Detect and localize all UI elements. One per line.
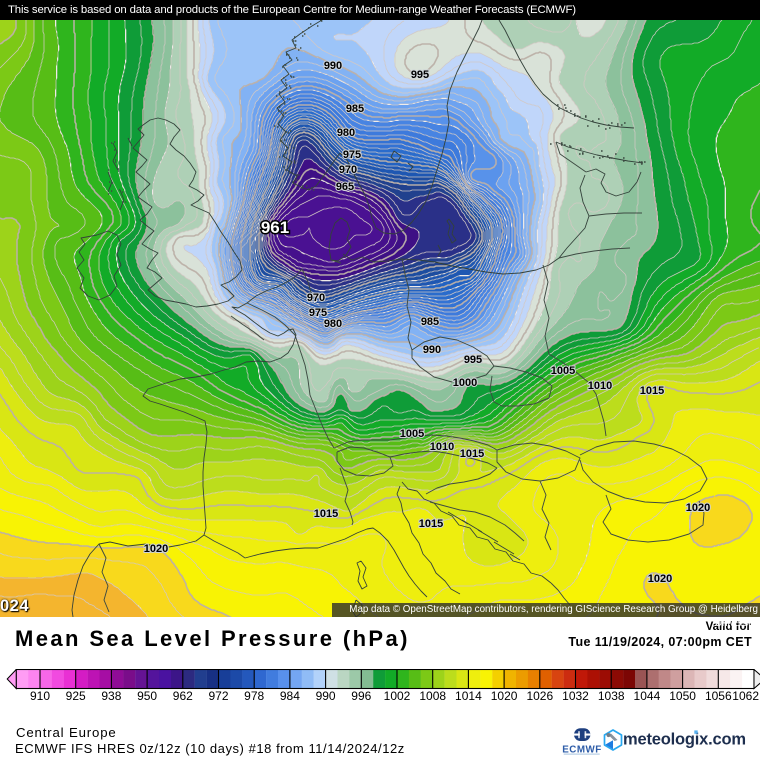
svg-text:996: 996 [351,689,371,703]
svg-text:910: 910 [30,689,50,703]
svg-text:1015: 1015 [640,385,664,397]
svg-text:980: 980 [324,318,342,330]
svg-text:1002: 1002 [384,689,411,703]
svg-text:1008: 1008 [419,689,446,703]
svg-text:990: 990 [316,689,336,703]
svg-text:980: 980 [337,127,355,139]
svg-text:1015: 1015 [419,518,443,530]
svg-text:938: 938 [101,689,121,703]
svg-text:950: 950 [137,689,157,703]
svg-text:1020: 1020 [491,689,518,703]
svg-text:972: 972 [208,689,228,703]
svg-text:1062: 1062 [732,689,759,703]
svg-text:1010: 1010 [430,441,454,453]
svg-text:925: 925 [66,689,86,703]
svg-text:978: 978 [244,689,264,703]
svg-text:1015: 1015 [314,508,338,520]
svg-text:975: 975 [309,307,327,319]
svg-text:984: 984 [280,689,300,703]
svg-text:970: 970 [339,164,357,176]
svg-text:1032: 1032 [562,689,589,703]
svg-text:1000: 1000 [453,377,477,389]
svg-text:ECMWF: ECMWF [562,745,602,756]
svg-text:1056: 1056 [705,689,732,703]
svg-text:995: 995 [411,69,429,81]
svg-text:meteologix.com: meteologix.com [623,731,746,749]
svg-text:985: 985 [421,316,439,328]
svg-text:990: 990 [423,344,441,356]
svg-text:1044: 1044 [634,689,661,703]
svg-text:1020: 1020 [144,543,168,555]
svg-text:1038: 1038 [598,689,625,703]
svg-text:1020: 1020 [686,502,710,514]
svg-text:1014: 1014 [455,689,482,703]
svg-text:995: 995 [464,354,482,366]
svg-text:975: 975 [343,149,361,161]
svg-text:1050: 1050 [669,689,696,703]
svg-text:1005: 1005 [551,365,575,377]
svg-text:1015: 1015 [460,448,484,460]
svg-text:970: 970 [307,292,325,304]
svg-text:965: 965 [336,181,354,193]
svg-text:1026: 1026 [526,689,553,703]
svg-text:1010: 1010 [588,380,612,392]
svg-text:1005: 1005 [400,428,424,440]
svg-text:985: 985 [346,103,364,115]
svg-text:1020: 1020 [648,573,672,585]
svg-text:990: 990 [324,60,342,72]
svg-text:962: 962 [173,689,193,703]
svg-text:961: 961 [261,218,289,237]
